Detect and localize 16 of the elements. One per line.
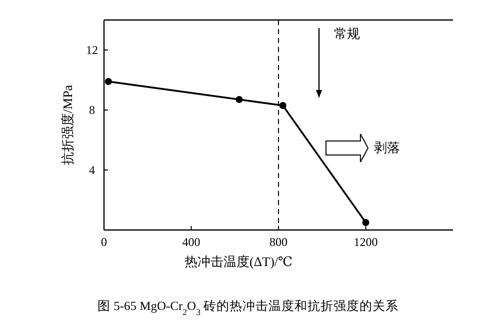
point bbox=[362, 219, 370, 226]
caption: 图 5-65 MgO-Cr$_{2}$O$_{3}$ 砖的热冲击温度和抗折强度的关系 bbox=[97, 298, 399, 317]
y-tick-label: 4 bbox=[89, 163, 95, 177]
x-tick-label: 800 bbox=[270, 235, 288, 249]
annotation: 剥落 bbox=[374, 140, 400, 155]
x-tick-label: 0 bbox=[101, 235, 107, 249]
x-axis-title: 热冲击温度(ΔT)/℃ bbox=[184, 254, 293, 269]
point bbox=[104, 78, 112, 85]
y-tick-label: 8 bbox=[89, 103, 95, 117]
point bbox=[279, 102, 286, 109]
x-tick-label: 1200 bbox=[354, 235, 378, 249]
annotation: 常规 bbox=[334, 26, 360, 41]
point bbox=[236, 96, 243, 103]
y-tick-label: 12 bbox=[86, 43, 98, 57]
x-tick-label: 400 bbox=[182, 235, 200, 249]
y-axis-title: 抗折强度/MPa bbox=[60, 84, 75, 166]
